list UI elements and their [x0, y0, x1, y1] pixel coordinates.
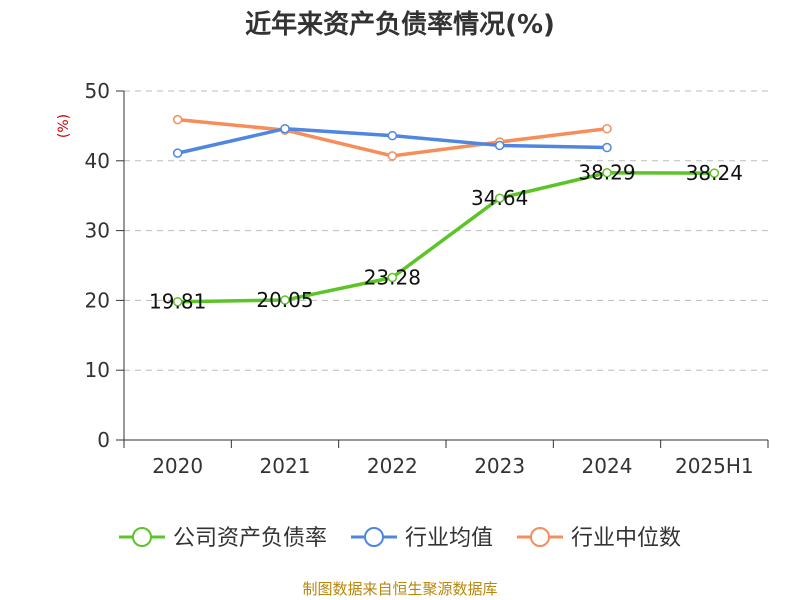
data-label: 38.29 — [578, 161, 635, 185]
legend-marker-swatch — [363, 527, 384, 547]
source-note: 制图数据来自恒生聚源数据库 — [302, 580, 497, 598]
data-label: 38.24 — [686, 161, 743, 185]
series-line — [177, 170, 715, 304]
axes: 0 10 20 30 40 50 2020 2021 2022 2023 2024 2025H1 — [85, 79, 769, 478]
data-point — [387, 130, 398, 141]
y-tick-label: 20 — [85, 288, 110, 312]
data-label: 19.81 — [149, 290, 206, 314]
data-point — [387, 151, 398, 161]
chart-title: 近年来资产负债率情况(%) — [245, 9, 555, 40]
data-label: 23.28 — [364, 266, 421, 290]
legend-label: 行业中位数 — [571, 526, 681, 551]
data-point — [494, 140, 505, 151]
legend-item[interactable]: 公司资产负债率 — [118, 526, 327, 551]
data-point — [709, 168, 720, 178]
x-tick-label: 2020 — [152, 454, 203, 478]
data-point — [172, 296, 183, 307]
data-point — [602, 142, 612, 153]
data-point — [280, 123, 290, 134]
grid-lines — [124, 90, 768, 371]
y-tick-label: 40 — [85, 149, 110, 173]
data-label: 20.05 — [256, 288, 313, 312]
data-point — [172, 114, 183, 125]
y-tick-label: 10 — [85, 358, 110, 382]
data-point — [387, 272, 398, 283]
data-labels: 19.81 20.05 23.28 34.64 38.29 38.24 — [149, 161, 743, 314]
x-tick-label: 2023 — [474, 454, 525, 478]
data-point — [494, 193, 505, 203]
data-point — [602, 123, 612, 134]
legend-item[interactable]: 行业均值 — [350, 526, 493, 551]
data-point — [172, 148, 183, 158]
legend-marker-swatch — [131, 527, 152, 547]
y-tick-label: 0 — [97, 428, 110, 452]
data-point — [602, 167, 612, 178]
series-1 — [172, 123, 612, 158]
y-tick-label: 50 — [85, 79, 110, 103]
x-tick-label: 2022 — [367, 454, 418, 478]
legend-item[interactable]: 行业中位数 — [517, 526, 681, 551]
data-point — [280, 295, 290, 305]
legend: 公司资产负债率 行业均值 行业中位数 — [118, 526, 681, 551]
x-tick-label: 2025H1 — [675, 454, 754, 478]
legend-marker-swatch — [530, 527, 551, 547]
plot-series — [172, 114, 720, 307]
series-0 — [172, 167, 720, 307]
y-axis-unit-label: (%) — [56, 114, 72, 138]
y-tick-label: 30 — [85, 219, 110, 243]
x-tick-label: 2021 — [260, 454, 311, 478]
legend-label: 公司资产负债率 — [173, 526, 327, 551]
data-label: 34.64 — [471, 186, 528, 210]
legend-label: 行业均值 — [405, 526, 493, 551]
x-tick-label: 2024 — [582, 454, 633, 478]
